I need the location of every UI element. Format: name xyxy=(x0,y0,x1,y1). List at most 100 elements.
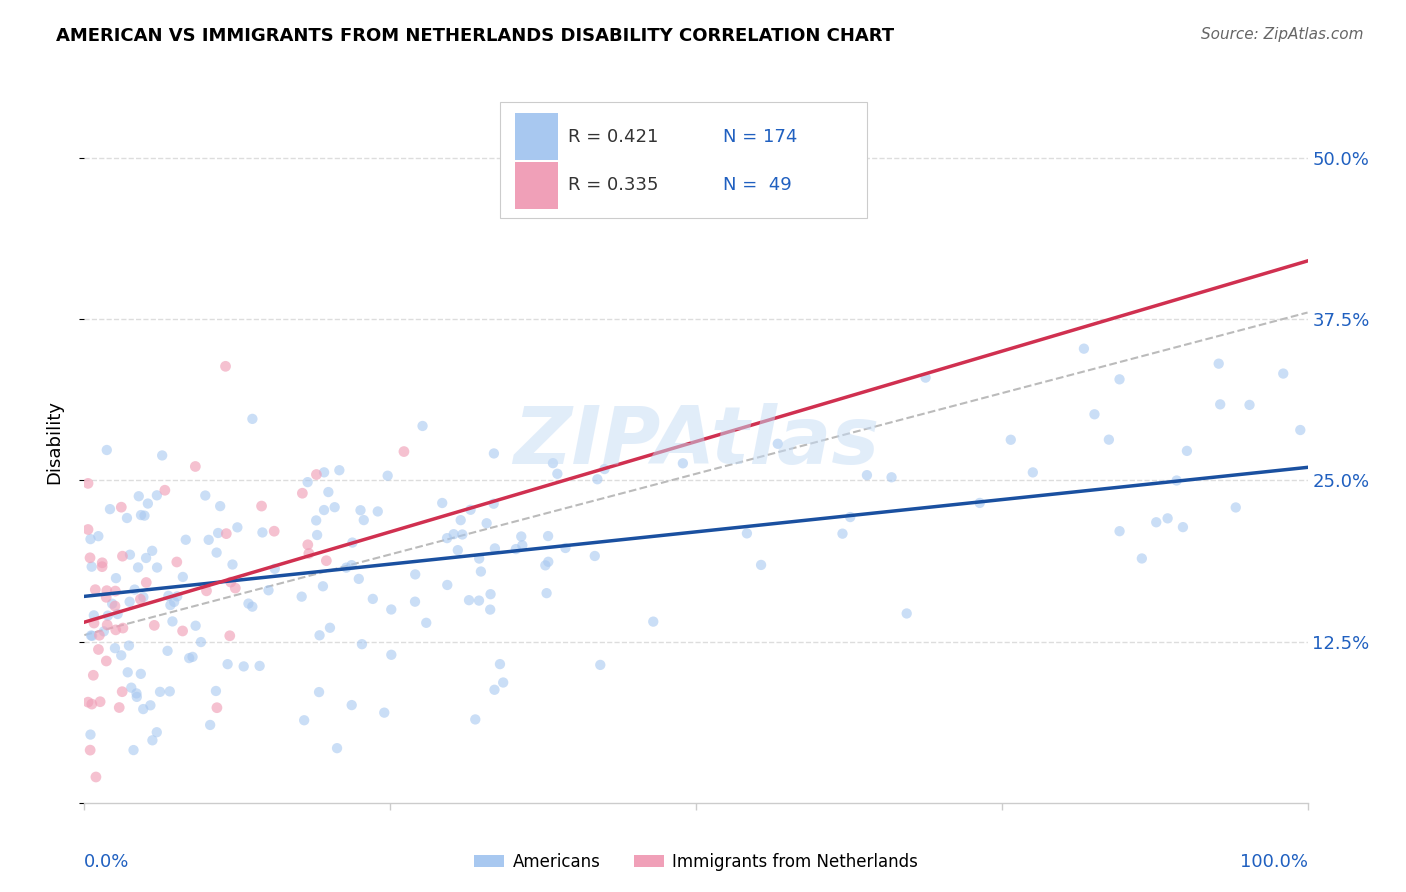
Point xyxy=(98,502,121,516)
Point xyxy=(184,459,207,474)
Point xyxy=(150,449,173,463)
Point xyxy=(510,538,533,552)
Point xyxy=(87,529,110,543)
Point xyxy=(224,581,246,595)
Point xyxy=(380,648,402,662)
Point xyxy=(328,463,350,477)
Point xyxy=(125,690,148,704)
Point xyxy=(349,503,371,517)
Point xyxy=(77,695,100,709)
Point xyxy=(197,533,219,547)
Point xyxy=(135,575,157,590)
Point xyxy=(305,467,328,482)
Point xyxy=(831,526,853,541)
Point xyxy=(586,472,609,486)
Point xyxy=(318,485,340,500)
Point xyxy=(856,468,879,483)
Point xyxy=(319,621,342,635)
Point xyxy=(141,543,163,558)
Point xyxy=(149,685,172,699)
Point xyxy=(84,770,107,784)
Point xyxy=(129,592,152,607)
Point xyxy=(207,526,229,541)
Point xyxy=(404,567,426,582)
Point xyxy=(250,499,273,513)
Point xyxy=(470,565,492,579)
Point xyxy=(537,555,560,569)
Point xyxy=(101,597,124,611)
Point xyxy=(896,607,918,621)
FancyBboxPatch shape xyxy=(501,102,868,218)
Point xyxy=(308,685,330,699)
Point xyxy=(104,571,127,585)
Point xyxy=(91,556,114,570)
Point xyxy=(83,608,105,623)
Point xyxy=(305,513,328,527)
Point xyxy=(181,649,204,664)
Point xyxy=(79,743,101,757)
Bar xyxy=(515,161,558,209)
Point xyxy=(153,483,176,498)
Point xyxy=(489,657,512,672)
Text: 0.0%: 0.0% xyxy=(84,854,129,871)
Point xyxy=(1239,398,1261,412)
Point xyxy=(143,618,166,632)
Point xyxy=(91,559,114,574)
Point xyxy=(298,546,321,560)
Point xyxy=(84,582,107,597)
Point xyxy=(468,551,491,566)
Point xyxy=(96,583,118,598)
Point xyxy=(436,531,458,545)
Point xyxy=(179,651,201,665)
Point xyxy=(96,591,118,605)
Point xyxy=(593,462,616,476)
Point xyxy=(93,624,115,639)
Point xyxy=(257,583,280,598)
Point xyxy=(146,725,169,739)
Point xyxy=(326,741,349,756)
Point xyxy=(1098,433,1121,447)
Point xyxy=(141,733,163,747)
Point xyxy=(415,615,437,630)
Point xyxy=(546,467,568,481)
Point xyxy=(111,549,134,564)
Point xyxy=(162,615,184,629)
Point xyxy=(749,558,772,572)
Point xyxy=(479,602,502,616)
Point xyxy=(484,682,506,697)
Point xyxy=(377,468,399,483)
Point xyxy=(735,526,758,541)
Point xyxy=(146,560,169,574)
Point xyxy=(118,595,141,609)
Point xyxy=(537,529,560,543)
Point xyxy=(115,511,138,525)
Point xyxy=(589,657,612,672)
Point xyxy=(412,419,434,434)
Point xyxy=(205,684,228,698)
Point xyxy=(554,541,576,555)
Point xyxy=(1022,466,1045,480)
Point xyxy=(505,542,527,557)
Point xyxy=(198,718,221,732)
Point xyxy=(361,591,384,606)
Point xyxy=(312,579,335,593)
Point xyxy=(157,589,180,603)
Point xyxy=(291,590,314,604)
Point xyxy=(1073,342,1095,356)
Point xyxy=(839,510,862,524)
Point xyxy=(194,489,217,503)
Point xyxy=(79,550,101,565)
Point xyxy=(583,549,606,563)
Point xyxy=(80,559,103,574)
Point xyxy=(314,466,336,480)
Point xyxy=(111,621,134,635)
Text: AMERICAN VS IMMIGRANTS FROM NETHERLANDS DISABILITY CORRELATION CHART: AMERICAN VS IMMIGRANTS FROM NETHERLANDS … xyxy=(56,27,894,45)
Point xyxy=(240,599,263,614)
Point xyxy=(447,543,470,558)
Point xyxy=(77,523,100,537)
Point xyxy=(80,697,103,711)
Point xyxy=(110,648,132,663)
Point xyxy=(127,560,149,574)
Point xyxy=(83,616,105,631)
Point xyxy=(77,476,100,491)
